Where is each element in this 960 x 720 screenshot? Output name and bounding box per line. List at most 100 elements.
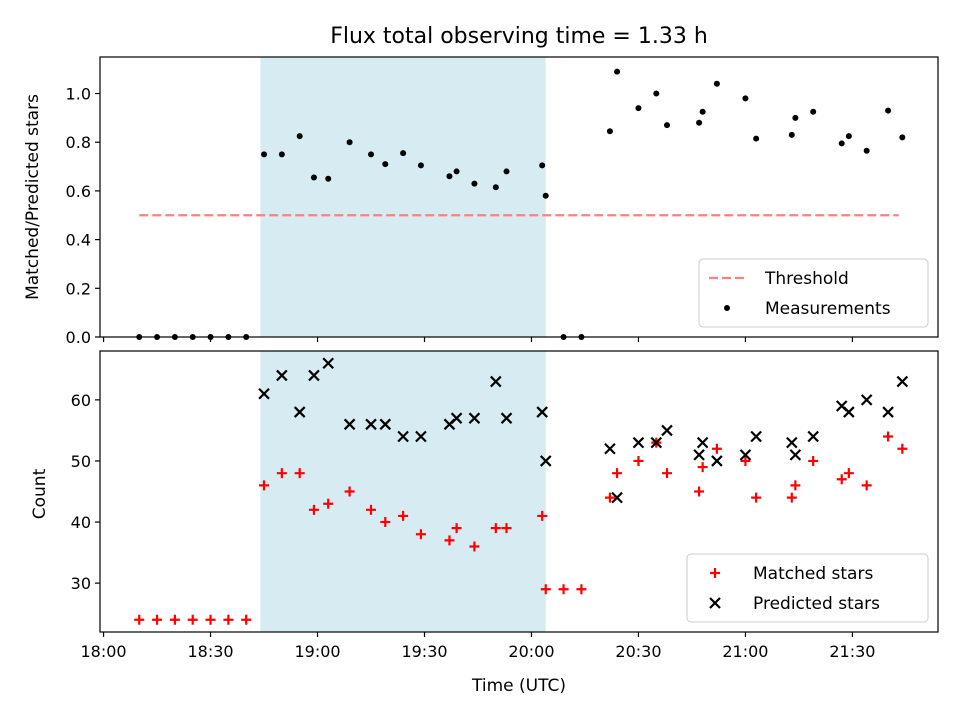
bottom-y-axis-label: Count <box>30 468 50 519</box>
matched-stars-point <box>843 468 854 479</box>
matched-stars-point <box>323 498 334 509</box>
matched-stars-point <box>897 443 908 454</box>
measurement-point <box>838 140 845 147</box>
measurement-point <box>792 114 799 121</box>
measurement-point <box>699 108 706 115</box>
matched-stars-point <box>134 614 145 625</box>
matched-stars-point <box>697 462 708 473</box>
x-tick-label: 18:30 <box>187 642 233 661</box>
x-tick-label: 19:30 <box>401 642 447 661</box>
measurement-point <box>788 131 795 138</box>
matched-stars-point <box>241 614 252 625</box>
predicted-stars-point <box>293 406 306 418</box>
matched-stars-point <box>398 510 409 521</box>
legend-box <box>686 553 929 623</box>
measurement-point <box>539 162 546 169</box>
matched-stars-point <box>612 468 623 479</box>
legend-label: Predicted stars <box>753 594 880 614</box>
predicted-stars-point <box>604 442 616 455</box>
matched-stars-point <box>490 523 501 534</box>
measurement-point <box>614 68 621 75</box>
matched-stars-point <box>205 614 216 625</box>
matched-stars-point <box>576 584 587 595</box>
matched-stars-point <box>276 468 287 479</box>
measurement-point <box>713 80 720 87</box>
legend-label: Threshold <box>764 269 849 289</box>
predicted-stars-point <box>711 455 723 467</box>
predicted-stars-point <box>611 491 623 504</box>
predicted-stars-point <box>258 387 270 400</box>
matched-stars-point <box>415 529 426 540</box>
measurement-point <box>296 133 303 140</box>
measurement-point <box>453 168 460 175</box>
measurement-point <box>310 174 317 181</box>
measurement-point <box>845 133 852 140</box>
matched-stars-point <box>808 455 819 466</box>
y-tick-label: 30 <box>71 574 91 593</box>
measurement-point <box>696 119 703 126</box>
matched-stars-point <box>294 468 305 479</box>
axes-frame <box>99 350 939 633</box>
predicted-stars-point <box>308 369 320 382</box>
predicted-stars-point <box>693 449 705 461</box>
measurement-point <box>346 139 353 146</box>
legend-label: Matched stars <box>753 564 873 584</box>
x-tick-label: 20:00 <box>508 642 554 661</box>
matched-stars-point <box>380 517 391 528</box>
x-tick-label: 18:00 <box>81 642 127 661</box>
matched-stars-point <box>558 584 569 595</box>
predicted-stars-point <box>276 369 288 382</box>
matched-stars-point <box>366 504 377 515</box>
x-tick-label: 20:30 <box>615 642 661 661</box>
matched-stars-point <box>661 468 672 479</box>
predicted-stars-point <box>807 430 819 443</box>
matched-stars-point <box>501 523 512 534</box>
measurement-point <box>653 90 660 97</box>
legend-predicted-handle <box>709 597 721 609</box>
predicted-stars-point <box>397 430 409 443</box>
matched-stars-point <box>537 510 548 521</box>
matched-stars-point <box>786 492 797 503</box>
matched-stars-point <box>790 480 801 491</box>
predicted-stars-point <box>696 436 709 449</box>
y-tick-label: 0.6 <box>66 182 91 201</box>
matched-stars-point <box>259 480 270 491</box>
measurement-point <box>542 192 549 199</box>
matched-stars-point <box>444 535 455 546</box>
x-tick-label: 21:00 <box>722 642 768 661</box>
matched-stars-point <box>469 541 480 552</box>
axes-frame <box>99 56 939 338</box>
predicted-stars-point <box>343 418 356 431</box>
measurement-point <box>742 95 749 102</box>
measurement-point <box>382 161 389 168</box>
predicted-stars-point <box>843 406 855 418</box>
matched-stars-point <box>711 443 722 454</box>
measurement-point <box>492 184 499 191</box>
predicted-stars-point <box>650 436 663 449</box>
shaded-interval <box>260 351 546 632</box>
measurement-point <box>261 151 268 158</box>
measurement-point <box>899 134 906 141</box>
matched-stars-point <box>344 486 355 497</box>
measurement-point <box>606 128 613 135</box>
y-tick-label: 40 <box>71 513 91 532</box>
x-axis-label: Time (UTC) <box>471 676 566 696</box>
predicted-stars-point <box>322 357 334 369</box>
predicted-stars-point <box>500 412 513 424</box>
measurement-point <box>635 105 642 112</box>
matched-stars-point <box>740 455 751 466</box>
measurement-point <box>368 151 375 158</box>
measurement-point <box>471 180 478 187</box>
matched-stars-point <box>861 480 872 491</box>
matched-stars-point <box>540 584 551 595</box>
legend-measurement-handle <box>724 305 730 311</box>
measurement-point <box>503 168 510 175</box>
predicted-stars-point <box>661 424 673 437</box>
predicted-stars-point <box>468 412 481 424</box>
predicted-stars-point <box>379 418 392 431</box>
measurement-point <box>885 107 892 114</box>
matched-stars-point <box>633 455 644 466</box>
top-y-axis-label: Matched/Predicted stars <box>23 94 43 300</box>
y-tick-label: 50 <box>71 452 91 471</box>
